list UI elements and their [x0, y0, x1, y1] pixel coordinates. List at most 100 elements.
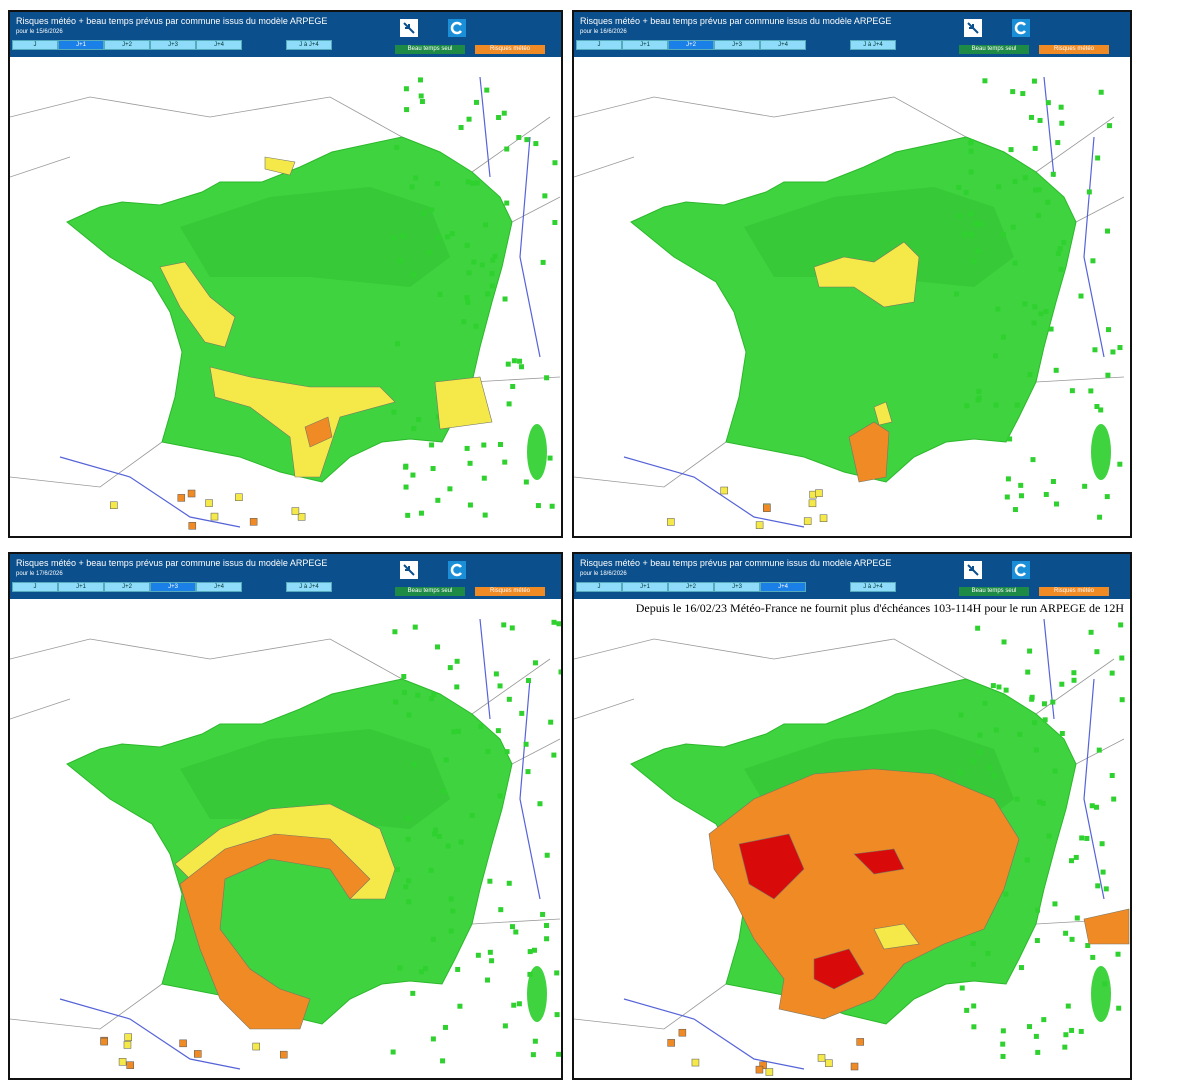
- filter-button[interactable]: Risques météo: [475, 587, 545, 596]
- day-tab[interactable]: J+3: [150, 40, 196, 50]
- rivers: [59, 76, 541, 528]
- commune-marker: [967, 140, 973, 146]
- filter-button[interactable]: Risques météo: [1039, 587, 1109, 596]
- day-tab[interactable]: J+2: [668, 582, 714, 592]
- forecast-date: pour le 15/6/2026: [16, 29, 63, 35]
- commune-marker: [1052, 768, 1058, 774]
- collapse-icon[interactable]: [400, 561, 418, 579]
- filter-button[interactable]: Risques météo: [1039, 45, 1109, 54]
- day-tab[interactable]: J+1: [622, 40, 668, 50]
- commune-marker: [505, 361, 511, 367]
- day-tab[interactable]: J+2: [104, 582, 150, 592]
- day-tab[interactable]: J: [12, 582, 58, 592]
- refresh-icon[interactable]: [448, 19, 466, 37]
- day-tab[interactable]: J+3: [714, 582, 760, 592]
- filter-button[interactable]: Risques météo: [475, 45, 545, 54]
- commune-marker: [1090, 258, 1096, 264]
- day-tab[interactable]: J+3: [714, 40, 760, 50]
- day-tab[interactable]: J+1: [58, 582, 104, 592]
- commune-marker: [419, 99, 425, 105]
- collapse-icon[interactable]: [964, 19, 982, 37]
- range-tab[interactable]: J à J+4: [850, 40, 896, 50]
- commune-marker: [1071, 670, 1077, 676]
- commune-marker: [1022, 301, 1028, 307]
- refresh-icon[interactable]: [448, 561, 466, 579]
- commune-marker: [430, 936, 436, 942]
- corsica: [527, 966, 547, 1022]
- commune-marker: [423, 966, 429, 972]
- day-tab[interactable]: J+1: [58, 40, 104, 50]
- day-tab[interactable]: J+4: [196, 40, 242, 50]
- commune-marker: [489, 958, 495, 964]
- day-tab[interactable]: J+4: [760, 40, 806, 50]
- commune-marker: [964, 1007, 970, 1013]
- filter-button[interactable]: Beau temps seul: [395, 587, 465, 596]
- commune-marker: [436, 833, 442, 839]
- day-tab[interactable]: J+4: [760, 582, 806, 592]
- commune-marker: [1109, 670, 1115, 676]
- commune-marker: [1063, 1032, 1069, 1038]
- commune-marker: [1033, 187, 1039, 193]
- commune-marker: [403, 464, 409, 470]
- spain-marker: [126, 1061, 134, 1069]
- commune-marker: [976, 395, 982, 401]
- range-tab[interactable]: J à J+4: [850, 582, 896, 592]
- commune-marker: [391, 235, 397, 241]
- day-tab[interactable]: J+2: [668, 40, 714, 50]
- commune-marker: [971, 258, 977, 264]
- commune-marker: [993, 402, 999, 408]
- spain-marker: [291, 507, 300, 515]
- filter-button[interactable]: Beau temps seul: [395, 45, 465, 54]
- commune-marker: [1043, 308, 1049, 314]
- collapse-icon[interactable]: [964, 561, 982, 579]
- commune-marker: [1000, 1053, 1006, 1059]
- commune-marker: [441, 788, 447, 794]
- commune-marker: [551, 619, 557, 625]
- commune-marker: [1003, 891, 1009, 897]
- commune-marker: [1104, 494, 1110, 500]
- commune-marker: [454, 684, 460, 690]
- commune-marker: [985, 950, 991, 956]
- collapse-icon[interactable]: [400, 19, 418, 37]
- day-tab[interactable]: J+2: [104, 40, 150, 50]
- refresh-icon[interactable]: [1012, 561, 1030, 579]
- risk-area: [434, 376, 493, 430]
- day-tab[interactable]: J+3: [150, 582, 196, 592]
- corsica: [1091, 966, 1111, 1022]
- commune-marker: [1097, 514, 1103, 520]
- commune-marker: [1078, 293, 1084, 299]
- commune-marker: [1098, 407, 1104, 413]
- day-tab[interactable]: J: [576, 40, 622, 50]
- day-tab[interactable]: J: [576, 582, 622, 592]
- spain-marker: [755, 521, 764, 529]
- commune-marker: [410, 472, 416, 478]
- commune-marker: [461, 319, 467, 325]
- commune-marker: [1096, 747, 1102, 753]
- day-tab[interactable]: J: [12, 40, 58, 50]
- refresh-icon[interactable]: [1012, 19, 1030, 37]
- commune-marker: [1037, 117, 1043, 123]
- day-tab[interactable]: J+1: [622, 582, 668, 592]
- filter-button[interactable]: Beau temps seul: [959, 45, 1029, 54]
- filter-button[interactable]: Beau temps seul: [959, 587, 1029, 596]
- map-panel: Risques météo + beau temps prévus par co…: [8, 10, 563, 538]
- commune-marker: [1032, 304, 1038, 310]
- commune-marker: [1007, 436, 1013, 442]
- commune-marker: [975, 625, 981, 631]
- spain-marker: [667, 518, 675, 526]
- map: [574, 76, 1125, 529]
- commune-marker: [466, 270, 472, 276]
- commune-marker: [473, 323, 479, 329]
- commune-marker: [1059, 681, 1065, 687]
- commune-marker: [1111, 796, 1117, 802]
- commune-marker: [516, 1001, 522, 1007]
- commune-marker: [490, 257, 496, 263]
- range-tab[interactable]: J à J+4: [286, 40, 332, 50]
- range-tab[interactable]: J à J+4: [286, 582, 332, 592]
- commune-marker: [504, 200, 510, 206]
- day-tab[interactable]: J+4: [196, 582, 242, 592]
- commune-marker: [481, 442, 487, 448]
- commune-marker: [1004, 494, 1010, 500]
- commune-marker: [544, 375, 550, 381]
- commune-marker: [1073, 854, 1079, 860]
